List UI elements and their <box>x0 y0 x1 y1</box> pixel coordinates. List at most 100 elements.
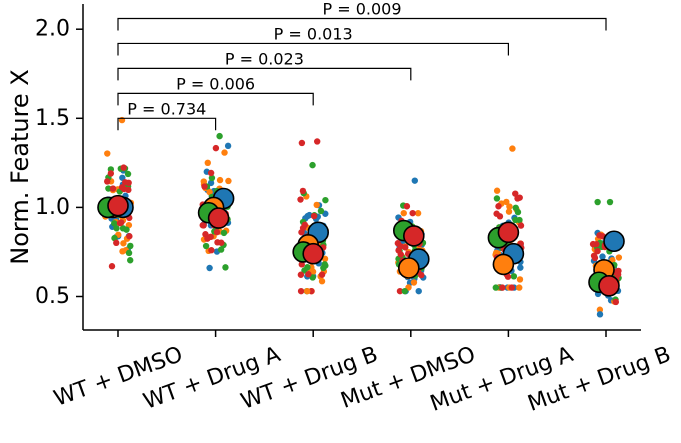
cell-point <box>516 284 523 291</box>
cell-point <box>309 161 316 169</box>
cell-point <box>120 164 127 171</box>
replicate-means <box>97 187 625 297</box>
cell-point <box>492 284 500 291</box>
cell-point <box>125 249 133 257</box>
cell-point <box>109 185 117 192</box>
cell-point <box>411 177 418 184</box>
cell-point <box>612 298 620 306</box>
cell-point <box>400 209 407 217</box>
cell-point <box>207 233 214 241</box>
significance-brackets: P = 0.734 P = 0.006 P = 0.023 P = 0.013 P = … <box>117 0 607 131</box>
cell-point <box>593 240 600 248</box>
cell-point <box>599 253 606 260</box>
p-value-label: P = 0.023 <box>225 49 304 68</box>
cell-point <box>217 246 225 253</box>
replicate-mean-marker <box>397 257 420 279</box>
cell-point <box>120 240 127 247</box>
cell-point <box>499 284 506 291</box>
p-value-label: P = 0.006 <box>176 74 255 93</box>
cell-point <box>104 178 111 185</box>
cell-point <box>121 179 129 186</box>
cell-point <box>204 159 211 166</box>
cell-point <box>304 287 311 295</box>
replicate-mean-marker <box>598 275 620 297</box>
cell-point <box>512 190 519 197</box>
cell-point <box>594 198 601 206</box>
cell-point <box>222 264 229 271</box>
replicate-mean-marker <box>207 207 230 229</box>
y-tick-label: 1.5 <box>35 106 70 131</box>
cell-point <box>299 187 307 195</box>
cell-point <box>225 177 232 185</box>
cell-point <box>322 196 329 204</box>
replicate-mean-marker <box>492 253 515 276</box>
cell-point <box>208 247 215 254</box>
cell-point <box>509 145 516 152</box>
significance-bracket <box>117 17 607 31</box>
y-axis-label: Norm. Feature X <box>6 69 34 264</box>
cell-point <box>517 264 524 271</box>
cell-point <box>207 169 215 177</box>
cell-points <box>102 116 623 318</box>
cell-point <box>318 278 326 285</box>
cell-point <box>298 139 306 147</box>
cell-point <box>415 287 422 295</box>
cell-point <box>111 220 118 227</box>
replicate-mean-marker <box>497 221 520 244</box>
y-tick-label: 0.5 <box>35 284 70 309</box>
cell-point <box>615 254 623 261</box>
y-tick-label: 2.0 <box>35 17 70 42</box>
cell-point <box>512 216 519 224</box>
cell-point <box>313 201 320 209</box>
cell-point <box>403 203 411 210</box>
cell-point <box>318 271 326 278</box>
cell-point <box>397 251 404 258</box>
cell-point <box>118 219 125 226</box>
replicate-mean-marker <box>302 242 325 265</box>
cell-point <box>317 207 325 215</box>
cell-point <box>206 188 213 196</box>
replicate-mean-marker <box>402 225 425 247</box>
cell-point <box>320 264 327 272</box>
cell-point <box>216 176 224 184</box>
cell-point <box>297 287 305 295</box>
cell-point <box>202 242 210 250</box>
cell-point <box>127 242 134 250</box>
replicate-mean-marker <box>107 194 129 217</box>
cell-point <box>105 185 112 192</box>
significance-bracket <box>117 117 217 131</box>
cell-point <box>397 243 404 250</box>
axes: Norm. Feature X <box>6 4 641 331</box>
cell-point <box>107 170 115 177</box>
cell-point <box>495 203 502 210</box>
cell-point <box>124 170 132 178</box>
cell-point <box>512 204 519 211</box>
cell-point <box>216 132 223 140</box>
cell-point <box>220 229 228 237</box>
cell-point <box>108 263 116 270</box>
cell-point <box>207 179 215 187</box>
cell-point <box>126 233 133 240</box>
p-value-label: P = 0.013 <box>274 24 353 43</box>
p-value-label: P = 0.734 <box>127 99 206 118</box>
cell-point <box>594 247 601 255</box>
cell-point <box>104 150 111 157</box>
significance-bracket <box>117 92 314 106</box>
cell-point <box>314 138 321 145</box>
cell-point <box>298 229 305 236</box>
cell-point <box>506 203 513 210</box>
cell-point <box>321 255 329 263</box>
cell-point <box>200 178 207 185</box>
cell-point <box>517 222 525 229</box>
cell-point <box>208 174 216 182</box>
p-value-label: P = 0.009 <box>322 0 401 19</box>
y-tick-label: 1.0 <box>35 195 70 220</box>
cell-point <box>221 149 228 156</box>
cell-point <box>212 144 220 152</box>
cell-point <box>493 195 501 202</box>
cell-point <box>514 195 521 202</box>
cell-point <box>508 284 516 291</box>
cell-point <box>297 271 305 278</box>
